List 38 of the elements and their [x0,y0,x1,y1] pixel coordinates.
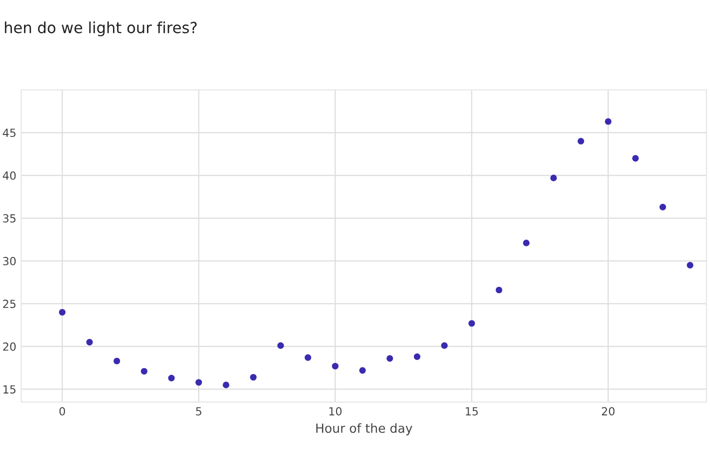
y-tick-label: 35 [3,214,16,223]
point [140,368,148,375]
x-tick-label: 20 [602,407,615,416]
x-tick-label: 0 [59,407,66,416]
point [496,286,502,294]
point [386,355,394,362]
x-axis-title: Hour of the day [316,423,412,436]
point [604,118,612,125]
point [58,308,66,316]
point [222,382,230,388]
y-tick-label: 20 [3,342,16,351]
chart-title: hen do we light our fires? [4,22,197,36]
x-tick-label: 10 [329,407,342,416]
point [632,155,639,162]
point [332,362,339,370]
point [578,138,584,144]
point [550,174,557,182]
x-tick-label: 15 [466,407,478,416]
point [195,379,202,386]
point [659,204,666,210]
y-tick-label: 15 [4,385,16,394]
point [304,354,312,361]
point [523,240,530,246]
y-tick-label: 30 [3,256,16,266]
point [468,320,475,327]
point [250,374,257,381]
point [168,374,175,382]
point [686,262,694,268]
point [441,342,448,349]
point [277,342,284,349]
y-tick-label: 45 [2,128,16,138]
point [414,353,420,360]
y-tick-label: 40 [2,171,16,180]
point [86,338,93,346]
y-tick-label: 25 [3,300,16,308]
point [359,367,366,374]
x-tick-label: 5 [196,407,202,416]
point [114,358,120,364]
